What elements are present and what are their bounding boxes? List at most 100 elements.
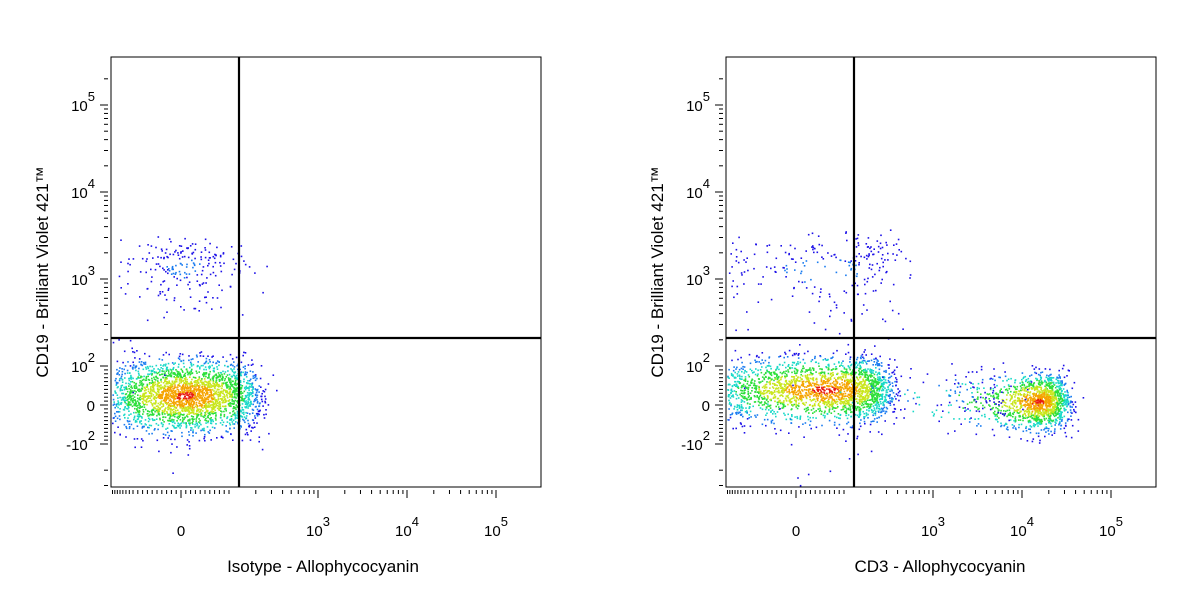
event-dot bbox=[225, 384, 228, 387]
event-dot bbox=[189, 288, 191, 290]
event-dot bbox=[768, 381, 770, 384]
event-dot bbox=[222, 382, 225, 384]
event-dot bbox=[867, 403, 869, 405]
event-dot bbox=[731, 359, 733, 362]
event-dot bbox=[162, 376, 165, 379]
event-dot bbox=[833, 424, 836, 426]
event-dot bbox=[147, 375, 149, 378]
event-dot bbox=[162, 354, 165, 356]
event-dot bbox=[212, 420, 214, 423]
event-dot bbox=[807, 408, 810, 411]
event-dot bbox=[844, 392, 847, 395]
event-dot bbox=[141, 385, 144, 387]
event-dot bbox=[128, 406, 130, 409]
event-dot bbox=[755, 361, 757, 363]
event-dot bbox=[157, 263, 160, 265]
event-dot bbox=[770, 373, 772, 375]
event-dot bbox=[171, 395, 174, 397]
event-dot bbox=[773, 396, 775, 399]
event-dot bbox=[743, 425, 746, 427]
event-dot bbox=[195, 384, 198, 386]
event-dot bbox=[878, 364, 880, 366]
event-dot bbox=[239, 380, 242, 382]
event-dot bbox=[780, 385, 782, 387]
event-dot bbox=[838, 417, 840, 419]
event-dot bbox=[791, 408, 793, 410]
event-dot bbox=[173, 413, 175, 416]
event-dot bbox=[758, 404, 760, 407]
event-dot bbox=[810, 390, 812, 393]
event-dot bbox=[219, 371, 222, 374]
event-dot bbox=[868, 386, 870, 388]
event-dot bbox=[145, 398, 148, 401]
event-dot bbox=[198, 418, 200, 420]
event-dot bbox=[805, 391, 808, 394]
event-dot bbox=[176, 424, 179, 427]
event-dot bbox=[821, 424, 823, 427]
event-dot bbox=[824, 398, 826, 401]
event-dot bbox=[776, 365, 779, 368]
event-dot bbox=[212, 403, 215, 406]
event-dot bbox=[127, 404, 130, 406]
event-dot bbox=[190, 429, 192, 431]
event-dot bbox=[770, 367, 772, 370]
event-dot bbox=[852, 396, 854, 398]
event-dot bbox=[132, 394, 134, 397]
event-dot bbox=[258, 405, 261, 407]
event-dot bbox=[209, 257, 211, 259]
event-dot bbox=[162, 423, 164, 426]
event-dot bbox=[162, 437, 165, 439]
event-dot bbox=[865, 389, 867, 392]
event-dot bbox=[732, 369, 735, 372]
event-dot bbox=[795, 364, 798, 366]
event-dot bbox=[231, 370, 234, 373]
event-dot bbox=[797, 393, 799, 396]
event-dot bbox=[858, 384, 860, 386]
event-dot bbox=[207, 366, 210, 368]
event-dot bbox=[241, 412, 244, 414]
event-dot bbox=[822, 371, 824, 374]
event-dot bbox=[847, 381, 849, 383]
event-dot bbox=[871, 396, 874, 398]
event-dot bbox=[183, 390, 185, 392]
event-dot bbox=[189, 391, 192, 394]
event-dot bbox=[121, 370, 124, 373]
event-dot bbox=[245, 411, 247, 414]
event-dot bbox=[868, 399, 871, 401]
event-dot bbox=[814, 361, 817, 364]
event-dot bbox=[830, 372, 833, 375]
event-dot bbox=[212, 355, 214, 357]
event-dot bbox=[732, 396, 735, 398]
event-dot bbox=[833, 383, 835, 386]
event-dot bbox=[796, 369, 799, 372]
event-dot bbox=[801, 389, 803, 391]
event-dot bbox=[799, 376, 802, 379]
event-dot bbox=[235, 408, 237, 411]
event-dot bbox=[858, 396, 861, 398]
event-dot bbox=[193, 401, 195, 403]
event-dot bbox=[156, 411, 159, 413]
event-dot bbox=[170, 438, 172, 441]
event-dot bbox=[863, 382, 866, 384]
event-dot bbox=[880, 398, 883, 400]
event-dot bbox=[190, 385, 193, 387]
event-dot bbox=[164, 374, 166, 376]
event-dot bbox=[258, 440, 260, 443]
event-dot bbox=[877, 376, 879, 378]
event-dot bbox=[155, 400, 157, 402]
event-dot bbox=[770, 422, 773, 424]
event-dot bbox=[213, 257, 216, 260]
event-dot bbox=[154, 428, 156, 430]
event-dot bbox=[192, 363, 195, 366]
event-dot bbox=[196, 372, 198, 374]
event-dot bbox=[828, 408, 831, 410]
event-dot bbox=[806, 375, 809, 377]
event-dot bbox=[167, 408, 170, 411]
event-dot bbox=[761, 404, 764, 406]
event-dot bbox=[794, 385, 797, 388]
event-dot bbox=[803, 408, 806, 411]
event-dot bbox=[798, 388, 801, 391]
event-dot bbox=[207, 431, 210, 433]
event-dot bbox=[171, 268, 174, 271]
event-dot bbox=[211, 397, 214, 400]
